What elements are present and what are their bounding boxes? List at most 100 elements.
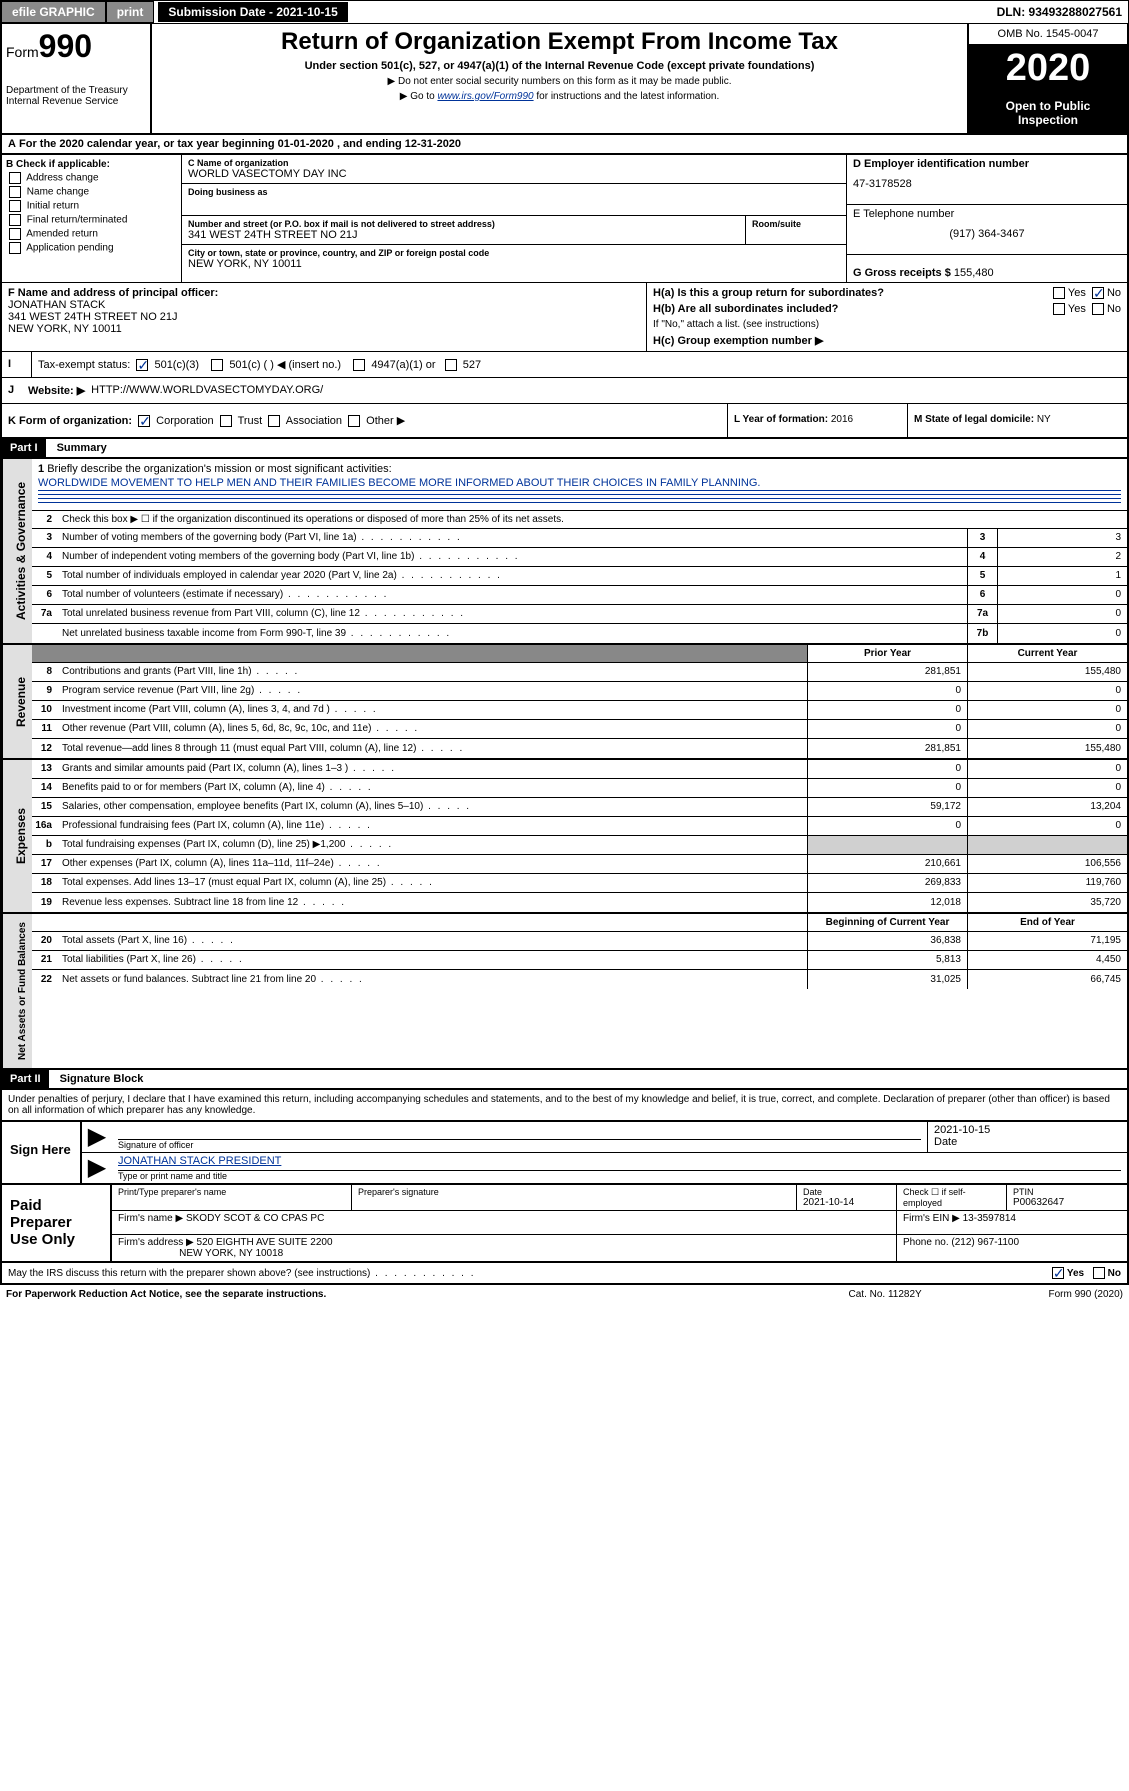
firm-phone-label: Phone no.	[903, 1237, 949, 1248]
ssn-note: ▶ Do not enter social security numbers o…	[160, 76, 959, 87]
prior-year-header: Prior Year	[807, 645, 967, 662]
mission-text: WORLDWIDE MOVEMENT TO HELP MEN AND THEIR…	[38, 477, 1121, 491]
summary-line: 20Total assets (Part X, line 16)36,83871…	[32, 932, 1127, 951]
summary-line: 17Other expenses (Part IX, column (A), l…	[32, 855, 1127, 874]
form-prefix: Form	[6, 44, 39, 60]
tax-exempt-row: I Tax-exempt status: 501(c)(3) 501(c) ( …	[0, 351, 1129, 377]
officer-label: F Name and address of principal officer:	[8, 287, 640, 299]
top-bar: efile GRAPHIC print Submission Date - 20…	[0, 0, 1129, 24]
name-change-checkbox[interactable]	[9, 186, 21, 198]
irs-link[interactable]: www.irs.gov/Form990	[437, 91, 533, 102]
org-name-label: C Name of organization	[188, 158, 840, 168]
discuss-no-checkbox[interactable]	[1093, 1267, 1105, 1279]
prep-date-header: Date	[803, 1187, 890, 1197]
paperwork-notice: For Paperwork Reduction Act Notice, see …	[6, 1289, 849, 1300]
signer-name-label: Type or print name and title	[118, 1171, 1121, 1181]
gross-receipts-value: 155,480	[954, 267, 994, 279]
footer: For Paperwork Reduction Act Notice, see …	[0, 1285, 1129, 1304]
beginning-year-header: Beginning of Current Year	[807, 914, 967, 931]
website-value: HTTP://WWW.WORLDVASECTOMYDAY.ORG/	[91, 384, 323, 397]
initial-return-checkbox[interactable]	[9, 200, 21, 212]
expenses-section: Expenses 13Grants and similar amounts pa…	[0, 760, 1129, 914]
address-change-checkbox[interactable]	[9, 172, 21, 184]
efile-label: efile GRAPHIC	[1, 1, 106, 23]
cat-no: Cat. No. 11282Y	[849, 1289, 1049, 1300]
website-label: Website: ▶	[28, 384, 85, 397]
expenses-label: Expenses	[2, 760, 32, 912]
firm-addr2: NEW YORK, NY 10018	[179, 1248, 283, 1259]
4947-checkbox[interactable]	[353, 359, 365, 371]
firm-ein: 13-3597814	[963, 1213, 1016, 1224]
dba-label: Doing business as	[188, 187, 840, 197]
firm-phone: (212) 967-1100	[951, 1237, 1019, 1248]
ha-no-checkbox[interactable]	[1092, 287, 1104, 299]
year-formation-value: 2016	[831, 414, 853, 425]
hb-yes-checkbox[interactable]	[1053, 303, 1065, 315]
summary-line: 3Number of voting members of the governi…	[32, 529, 1127, 548]
info-grid: B Check if applicable: Address change Na…	[0, 153, 1129, 282]
amended-return-checkbox[interactable]	[9, 228, 21, 240]
officer-h-row: F Name and address of principal officer:…	[0, 282, 1129, 351]
summary-line: 22Net assets or fund balances. Subtract …	[32, 970, 1127, 989]
form-title: Return of Organization Exempt From Incom…	[160, 28, 959, 56]
officer-name: JONATHAN STACK	[8, 299, 640, 311]
dln: DLN: 93493288027561	[997, 5, 1128, 19]
trust-checkbox[interactable]	[220, 415, 232, 427]
summary-line: 12Total revenue—add lines 8 through 11 (…	[32, 739, 1127, 758]
527-checkbox[interactable]	[445, 359, 457, 371]
dept-treasury: Department of the Treasury Internal Reve…	[6, 85, 146, 107]
summary-line: 6Total number of volunteers (estimate if…	[32, 586, 1127, 605]
city-value: NEW YORK, NY 10011	[188, 258, 840, 270]
501c-checkbox[interactable]	[211, 359, 223, 371]
form-subtitle: Under section 501(c), 527, or 4947(a)(1)…	[160, 60, 959, 72]
hb-no-checkbox[interactable]	[1092, 303, 1104, 315]
street-label: Number and street (or P.O. box if mail i…	[188, 219, 739, 229]
firm-addr1: 520 EIGHTH AVE SUITE 2200	[197, 1237, 333, 1248]
h-b-note: If "No," attach a list. (see instruction…	[653, 319, 1121, 330]
gross-receipts-label: G Gross receipts $	[853, 267, 951, 279]
ein-value: 47-3178528	[853, 178, 1121, 190]
current-year-header: Current Year	[967, 645, 1127, 662]
summary-line: 14Benefits paid to or for members (Part …	[32, 779, 1127, 798]
summary-line: Net unrelated business taxable income fr…	[32, 624, 1127, 643]
corporation-checkbox[interactable]	[138, 415, 150, 427]
tax-period-line: A For the 2020 calendar year, or tax yea…	[0, 135, 1129, 153]
discuss-row: May the IRS discuss this return with the…	[0, 1263, 1129, 1285]
h-c-label: H(c) Group exemption number ▶	[653, 335, 823, 347]
h-a-label: H(a) Is this a group return for subordin…	[653, 287, 884, 299]
omb-number: OMB No. 1545-0047	[969, 24, 1127, 45]
officer-addr2: NEW YORK, NY 10011	[8, 323, 640, 335]
print-button[interactable]: print	[106, 1, 155, 23]
discuss-yes-checkbox[interactable]	[1052, 1267, 1064, 1279]
other-checkbox[interactable]	[348, 415, 360, 427]
website-row: J Website: ▶ HTTP://WWW.WORLDVASECTOMYDA…	[0, 377, 1129, 403]
summary-line: 13Grants and similar amounts paid (Part …	[32, 760, 1127, 779]
501c3-checkbox[interactable]	[136, 359, 148, 371]
prep-name-header: Print/Type preparer's name	[118, 1187, 345, 1197]
firm-name: SKODY SCOT & CO CPAS PC	[186, 1213, 324, 1224]
sig-officer-label: Signature of officer	[118, 1140, 921, 1150]
application-pending-checkbox[interactable]	[9, 242, 21, 254]
form-number: 990	[39, 28, 92, 64]
summary-line: bTotal fundraising expenses (Part IX, co…	[32, 836, 1127, 855]
officer-addr1: 341 WEST 24TH STREET NO 21J	[8, 311, 640, 323]
ha-yes-checkbox[interactable]	[1053, 287, 1065, 299]
prep-sig-header: Preparer's signature	[358, 1187, 790, 1197]
domicile-label: M State of legal domicile:	[914, 414, 1034, 425]
paid-preparer-block: Paid Preparer Use Only Print/Type prepar…	[0, 1185, 1129, 1263]
association-checkbox[interactable]	[268, 415, 280, 427]
final-return-checkbox[interactable]	[9, 214, 21, 226]
summary-line: 8Contributions and grants (Part VIII, li…	[32, 663, 1127, 682]
declaration-text: Under penalties of perjury, I declare th…	[0, 1090, 1129, 1122]
firm-name-label: Firm's name ▶	[118, 1213, 183, 1224]
ptin-value: P00632647	[1013, 1197, 1121, 1208]
part1-title: Summary	[49, 439, 115, 457]
ptin-header: PTIN	[1013, 1187, 1121, 1197]
governance-section: Activities & Governance 1 Briefly descri…	[0, 459, 1129, 645]
summary-line: 19Revenue less expenses. Subtract line 1…	[32, 893, 1127, 912]
summary-line: 9Program service revenue (Part VIII, lin…	[32, 682, 1127, 701]
q2-text: Check this box ▶ ☐ if the organization d…	[58, 512, 1127, 527]
part2-header-row: Part II Signature Block	[0, 1070, 1129, 1090]
summary-line: 16aProfessional fundraising fees (Part I…	[32, 817, 1127, 836]
open-public-badge: Open to Public Inspection	[969, 93, 1127, 133]
